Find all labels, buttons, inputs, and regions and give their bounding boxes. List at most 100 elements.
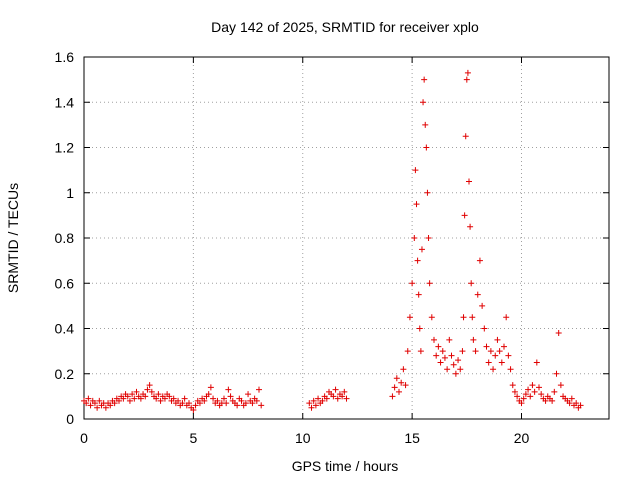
data-point	[133, 388, 140, 395]
data-point	[341, 388, 348, 395]
data-point	[312, 402, 319, 409]
data-point	[310, 397, 317, 404]
data-point	[85, 395, 92, 402]
data-point	[421, 76, 428, 83]
data-point	[102, 404, 109, 411]
data-point	[308, 404, 315, 411]
tick-layer: 0 0.2 0.4 0.6 0.8 1 1.2 1.4 1.6 0 5 10 15 20	[55, 49, 609, 446]
data-point	[343, 395, 350, 402]
data-point	[417, 348, 424, 355]
data-point	[415, 291, 422, 298]
data-point	[398, 379, 405, 386]
data-point	[214, 397, 221, 404]
data-point	[487, 348, 494, 355]
data-point	[498, 359, 505, 366]
data-point	[426, 280, 433, 287]
data-point	[448, 352, 455, 359]
data-point	[409, 280, 416, 287]
y-tick-label: 1.4	[55, 94, 75, 110]
y-tick-label: 0.4	[55, 321, 75, 337]
data-point	[573, 400, 580, 407]
data-point	[503, 314, 510, 321]
data-point	[522, 391, 529, 398]
data-point	[234, 402, 241, 409]
data-point	[402, 382, 409, 389]
data-point	[83, 400, 90, 407]
data-point	[536, 384, 542, 391]
data-point	[457, 366, 464, 373]
data-point	[459, 348, 466, 355]
data-point	[446, 336, 453, 343]
data-point	[413, 201, 420, 208]
data-point	[470, 336, 477, 343]
data-point	[481, 325, 488, 332]
data-point	[416, 325, 423, 332]
data-point	[223, 400, 230, 407]
data-point	[137, 395, 144, 402]
data-point	[492, 352, 499, 359]
x-tick-label: 0	[80, 430, 88, 446]
data-point	[179, 400, 186, 407]
data-point	[192, 402, 199, 409]
data-point	[412, 167, 419, 174]
data-point	[518, 400, 525, 407]
data-point	[107, 402, 114, 409]
data-point	[258, 402, 265, 409]
data-point	[435, 343, 442, 350]
grid-layer	[84, 57, 609, 419]
data-point	[501, 343, 507, 350]
data-point	[319, 397, 326, 404]
data-point	[227, 393, 234, 400]
data-point	[494, 336, 501, 343]
data-point	[126, 397, 133, 404]
data-point	[87, 402, 94, 409]
data-point	[161, 395, 168, 402]
data-point	[509, 382, 516, 389]
data-point	[306, 400, 313, 407]
data-point	[483, 343, 490, 350]
data-point	[533, 359, 540, 366]
data-point	[155, 391, 162, 398]
y-tick-label: 0.2	[55, 366, 75, 382]
y-tick-label: 0.8	[55, 230, 75, 246]
data-point	[531, 388, 538, 395]
y-tick-label: 0.6	[55, 275, 75, 291]
data-point	[511, 388, 518, 395]
data-point	[400, 366, 407, 373]
data-point	[404, 348, 411, 355]
data-point	[418, 246, 425, 253]
data-point	[437, 359, 444, 366]
data-point	[496, 348, 503, 355]
data-point	[330, 393, 337, 400]
data-point	[166, 393, 173, 400]
data-point	[490, 366, 497, 373]
data-point	[538, 391, 545, 398]
x-axis-label: GPS time / hours	[292, 458, 399, 474]
data-point	[505, 352, 512, 359]
data-point	[551, 388, 558, 395]
data-point	[514, 393, 521, 400]
data-point	[439, 348, 446, 355]
data-point	[472, 348, 479, 355]
data-point	[256, 386, 262, 393]
data-point	[393, 375, 400, 382]
data-point	[577, 402, 584, 409]
data-point	[542, 397, 549, 404]
data-point	[527, 393, 534, 400]
data-point	[466, 178, 472, 185]
data-point	[425, 235, 432, 241]
data-point	[238, 397, 245, 404]
data-point	[170, 395, 177, 402]
x-tick-label: 5	[189, 430, 197, 446]
data-point	[148, 388, 155, 395]
y-axis-label: SRMTID / TECUs	[5, 183, 21, 293]
data-point	[181, 395, 188, 402]
data-point	[196, 400, 203, 407]
data-point	[411, 235, 418, 241]
data-point	[207, 384, 214, 391]
data-point	[315, 395, 322, 402]
data-point	[529, 382, 536, 389]
data-point	[190, 406, 197, 413]
data-point	[396, 388, 402, 395]
data-point	[520, 395, 527, 402]
